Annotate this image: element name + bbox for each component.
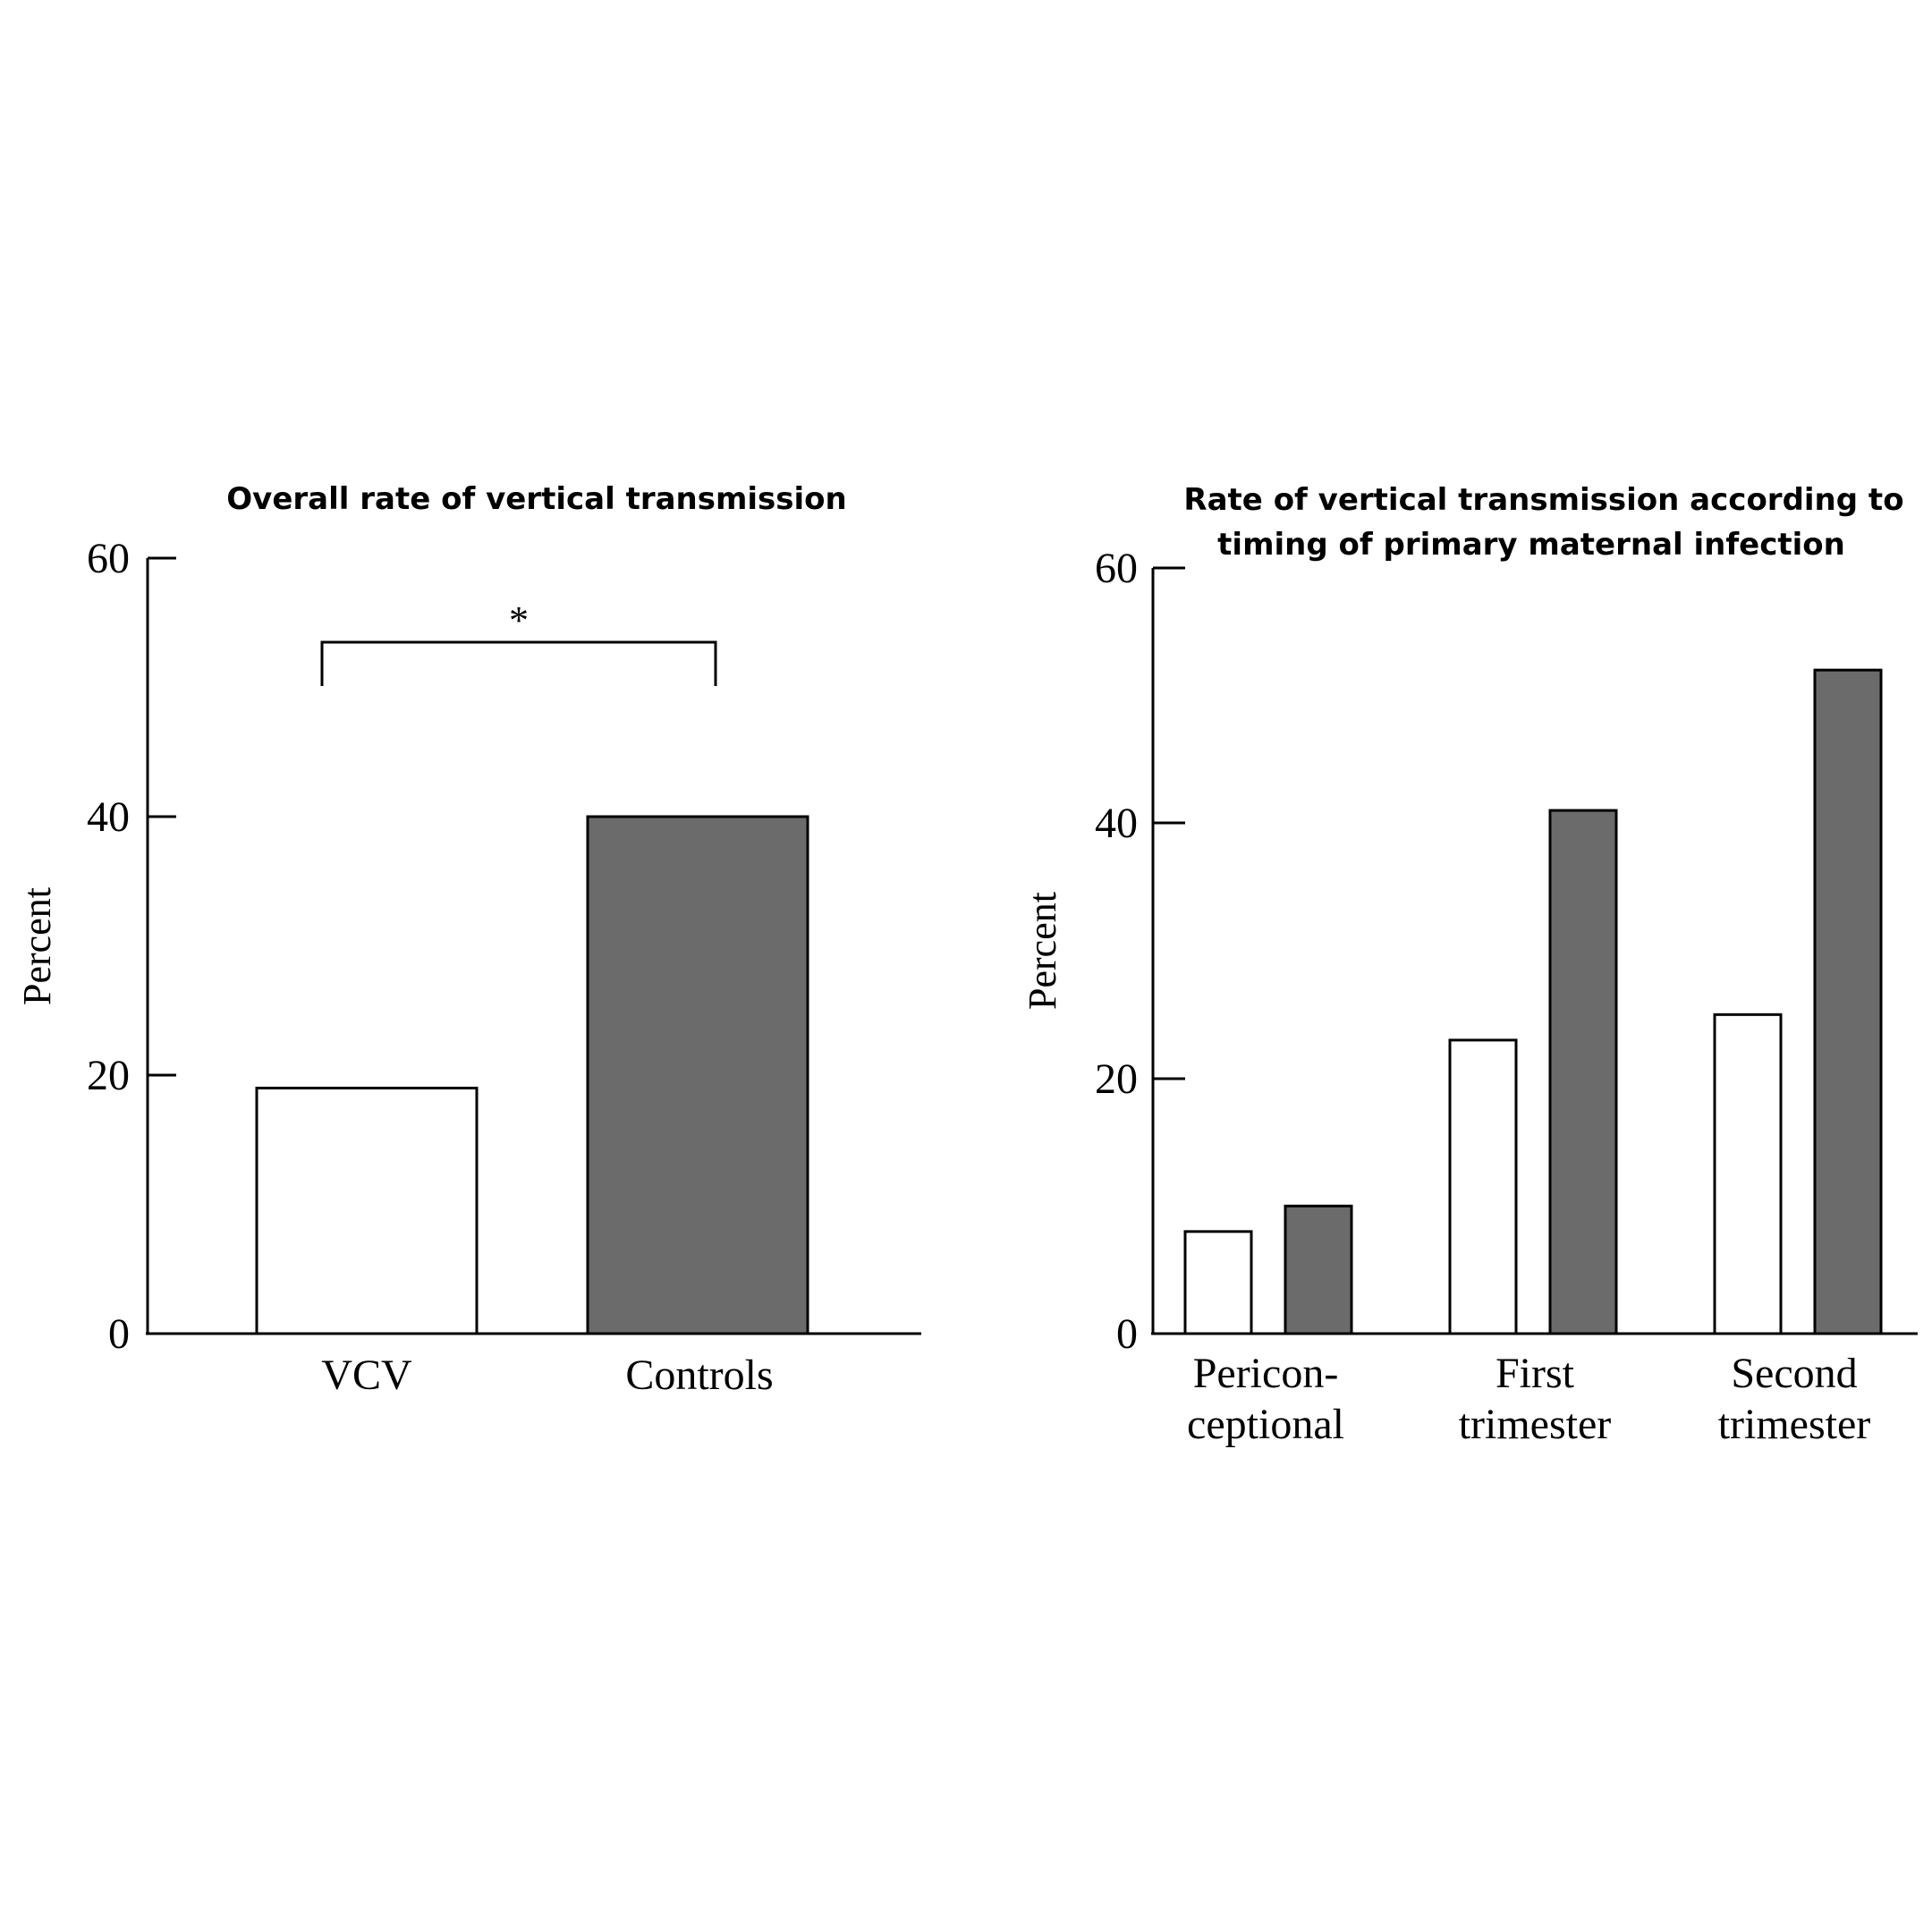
category-label-first-trimester-2: trimester <box>1459 1401 1612 1448</box>
bars <box>255 815 809 1335</box>
y-tick-label: 60 <box>1095 545 1138 592</box>
chart-overall: Overall rate of vertical transmission Pe… <box>15 481 921 1399</box>
bars <box>1183 668 1883 1335</box>
y-axis-label: Percent <box>1021 892 1064 1010</box>
bar-periconceptional-series-2 <box>1284 1204 1353 1335</box>
y-ticks: 0 20 40 60 <box>87 535 176 1358</box>
category-label-second-trimester-2: trimester <box>1718 1401 1871 1448</box>
y-tick-label: 0 <box>1116 1310 1138 1358</box>
category-label-vcv: VCV <box>321 1352 412 1399</box>
significance-star: * <box>509 598 529 642</box>
chart-title-line2: timing of primary maternal infection <box>1217 527 1845 563</box>
significance-bracket: * <box>320 598 717 686</box>
y-tick-label: 20 <box>1095 1055 1138 1103</box>
y-tick-label: 0 <box>108 1310 130 1358</box>
category-label-periconceptional-2: ceptional <box>1187 1401 1344 1448</box>
category-label-periconceptional-1: Pericon- <box>1193 1350 1339 1397</box>
category-labels: VCV Controls <box>321 1352 773 1399</box>
bar-second-trimester-series-2 <box>1813 668 1883 1335</box>
category-label-first-trimester-1: First <box>1496 1350 1575 1397</box>
bracket-line <box>320 640 717 686</box>
bar-first-trimester-series-2 <box>1548 809 1618 1335</box>
bar-second-trimester-series-1 <box>1713 1013 1783 1335</box>
category-label-controls: Controls <box>625 1352 773 1399</box>
chart-title: Overall rate of vertical transmission <box>226 481 847 517</box>
bar-periconceptional-series-1 <box>1183 1230 1253 1335</box>
y-tick-label: 60 <box>87 535 130 582</box>
bar-first-trimester-series-1 <box>1448 1038 1518 1335</box>
y-tick-label: 40 <box>87 793 130 841</box>
category-label-second-trimester-1: Second <box>1731 1350 1857 1397</box>
bar-vcv <box>255 1086 479 1335</box>
y-tick-label: 40 <box>1095 800 1138 847</box>
chart-title-line1: Rate of vertical transmission according … <box>1183 482 1903 518</box>
category-labels: Pericon- ceptional First trimester Secon… <box>1187 1350 1870 1448</box>
y-ticks: 0 20 40 60 <box>1095 545 1185 1358</box>
y-tick-label: 20 <box>87 1052 130 1099</box>
bar-controls <box>586 815 809 1335</box>
y-axis-label: Percent <box>15 887 59 1005</box>
chart-timing: Rate of vertical transmission according … <box>1021 482 1918 1448</box>
